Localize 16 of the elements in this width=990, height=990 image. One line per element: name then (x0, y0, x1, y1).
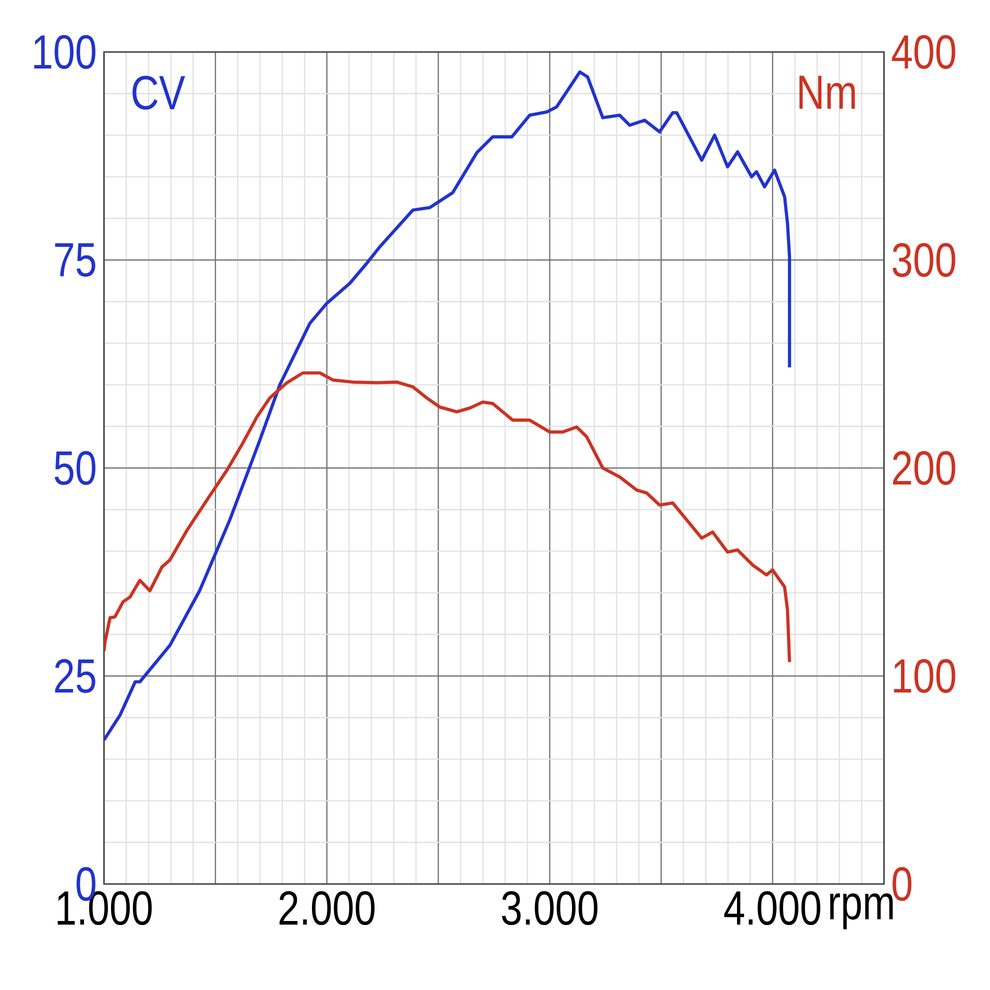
y2-tick-label: 400 (892, 35, 956, 69)
x-tick-label: 4.000 (724, 891, 820, 926)
line-series (104, 371, 792, 664)
x-tick-label: 3.000 (502, 891, 598, 926)
y-tick-label: 75 (55, 243, 96, 277)
y-tick-label: 100 (34, 35, 96, 69)
y2-tick-label: 300 (892, 243, 956, 277)
y2-axis-title: Nm (799, 76, 855, 109)
y-tick-label: 50 (54, 451, 96, 485)
y2-tick-label: 0 (892, 867, 912, 901)
y-axis-title: CV (132, 76, 186, 110)
y2-tick-label: 200 (893, 451, 956, 485)
x-tick-label: 2.000 (280, 891, 375, 926)
y-tick-label: 25 (55, 659, 96, 693)
x-axis-title: rpm (830, 893, 893, 930)
y2-tick-label: 100 (894, 659, 956, 693)
